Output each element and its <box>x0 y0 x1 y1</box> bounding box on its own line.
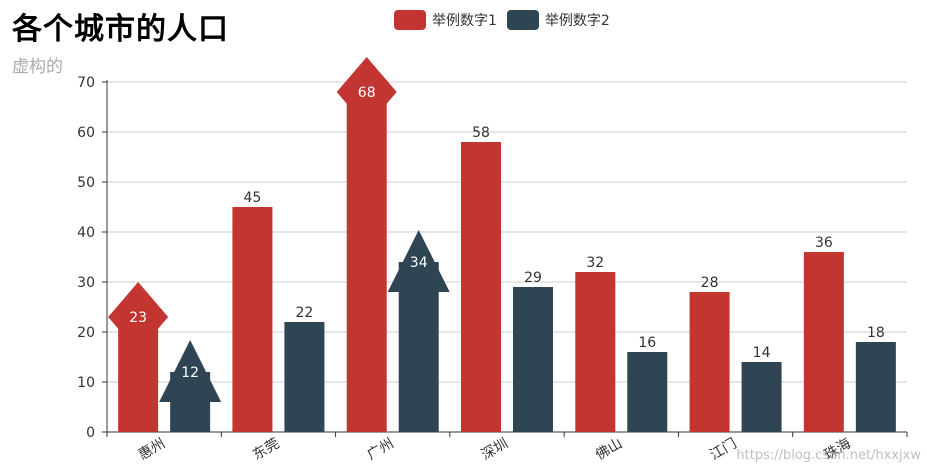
bar-1 <box>689 292 730 432</box>
y-tick-label: 50 <box>77 175 95 191</box>
marker-diamond <box>108 282 169 352</box>
bar-1 <box>232 207 273 432</box>
watermark: https://blog.csdn.net/hxxjxw <box>736 448 921 463</box>
marker-label: 34 <box>410 255 428 271</box>
y-tick-label: 30 <box>77 275 95 291</box>
data-label: 45 <box>244 190 262 206</box>
data-label: 28 <box>701 275 719 291</box>
data-label: 22 <box>296 305 314 321</box>
marker-label: 68 <box>358 85 376 101</box>
y-tick-label: 0 <box>86 425 95 441</box>
marker-arrow <box>387 230 450 432</box>
x-tick-label: 佛山 <box>593 436 625 464</box>
marker-diamond <box>336 57 397 127</box>
y-tick-label: 20 <box>77 325 95 341</box>
y-tick-label: 40 <box>77 225 95 241</box>
data-label: 16 <box>638 335 656 351</box>
bar-2 <box>284 322 325 432</box>
legend-swatch-series-1 <box>394 10 426 30</box>
chart-title: 各个城市的人口 <box>12 12 229 47</box>
legend-label-series-2: 举例数字2 <box>544 13 610 29</box>
legend-swatch-series-2 <box>506 10 539 30</box>
data-label: 32 <box>586 255 604 271</box>
bar-2 <box>513 287 553 432</box>
marker-arrow <box>159 340 222 432</box>
x-tick-label: 深圳 <box>479 436 511 464</box>
bar-1 <box>575 272 616 432</box>
data-label: 58 <box>472 125 490 141</box>
bar-2 <box>627 352 668 432</box>
data-label: 14 <box>753 345 771 361</box>
data-label: 29 <box>524 270 542 286</box>
bar-1 <box>461 142 501 432</box>
bar-1 <box>346 92 387 432</box>
x-tick-label: 江门 <box>707 436 739 464</box>
marker-label: 12 <box>181 365 199 381</box>
legend-label-series-1: 举例数字1 <box>432 13 497 29</box>
data-label: 36 <box>815 235 833 251</box>
bar-1 <box>803 252 844 432</box>
legend-item-series-1[interactable]: 举例数字1 <box>394 10 497 30</box>
legend-item-series-2[interactable]: 举例数字2 <box>506 10 610 30</box>
marker-label: 23 <box>129 310 147 326</box>
x-tick-label: 惠州 <box>136 436 168 464</box>
x-tick-label: 广州 <box>364 436 396 464</box>
y-tick-label: 60 <box>77 125 95 141</box>
data-label: 18 <box>867 325 885 341</box>
chart-subtitle: 虚构的 <box>12 57 63 77</box>
bar-2 <box>741 362 782 432</box>
y-tick-label: 70 <box>77 75 95 91</box>
x-tick-label: 东莞 <box>250 436 282 464</box>
bar-2 <box>855 342 896 432</box>
chart-legend: 举例数字1 举例数字2 <box>394 10 620 30</box>
y-tick-label: 10 <box>77 375 95 391</box>
